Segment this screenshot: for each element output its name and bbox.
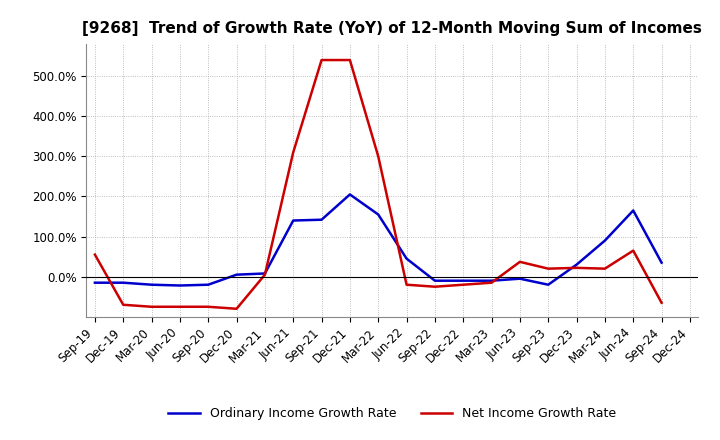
Net Income Growth Rate: [91, 252, 99, 257]
Net Income Growth Rate: [119, 302, 127, 308]
Line: Ordinary Income Growth Rate: Ordinary Income Growth Rate: [95, 194, 662, 286]
Net Income Growth Rate: [487, 280, 496, 286]
Ordinary Income Growth Rate: [346, 192, 354, 197]
Net Income Growth Rate: [657, 300, 666, 305]
Net Income Growth Rate: [204, 304, 212, 309]
Ordinary Income Growth Rate: [544, 282, 552, 287]
Title: [9268]  Trend of Growth Rate (YoY) of 12-Month Moving Sum of Incomes: [9268] Trend of Growth Rate (YoY) of 12-…: [83, 21, 702, 36]
Ordinary Income Growth Rate: [318, 217, 326, 222]
Ordinary Income Growth Rate: [289, 218, 297, 223]
Net Income Growth Rate: [318, 57, 326, 62]
Net Income Growth Rate: [374, 154, 382, 159]
Ordinary Income Growth Rate: [629, 208, 637, 213]
Ordinary Income Growth Rate: [176, 283, 184, 288]
Line: Net Income Growth Rate: Net Income Growth Rate: [95, 60, 662, 309]
Ordinary Income Growth Rate: [204, 282, 212, 287]
Net Income Growth Rate: [289, 150, 297, 155]
Ordinary Income Growth Rate: [148, 282, 156, 287]
Ordinary Income Growth Rate: [600, 238, 609, 243]
Ordinary Income Growth Rate: [431, 278, 439, 283]
Ordinary Income Growth Rate: [459, 278, 467, 283]
Ordinary Income Growth Rate: [119, 280, 127, 286]
Ordinary Income Growth Rate: [374, 212, 382, 217]
Net Income Growth Rate: [600, 266, 609, 271]
Net Income Growth Rate: [402, 282, 411, 287]
Ordinary Income Growth Rate: [487, 278, 496, 283]
Ordinary Income Growth Rate: [657, 260, 666, 265]
Net Income Growth Rate: [629, 248, 637, 253]
Net Income Growth Rate: [544, 266, 552, 271]
Ordinary Income Growth Rate: [402, 256, 411, 261]
Net Income Growth Rate: [516, 259, 524, 264]
Legend: Ordinary Income Growth Rate, Net Income Growth Rate: Ordinary Income Growth Rate, Net Income …: [163, 402, 621, 425]
Net Income Growth Rate: [572, 265, 581, 271]
Net Income Growth Rate: [233, 306, 241, 312]
Ordinary Income Growth Rate: [572, 262, 581, 267]
Net Income Growth Rate: [148, 304, 156, 309]
Ordinary Income Growth Rate: [516, 276, 524, 281]
Ordinary Income Growth Rate: [91, 280, 99, 286]
Net Income Growth Rate: [261, 272, 269, 277]
Net Income Growth Rate: [459, 282, 467, 287]
Net Income Growth Rate: [431, 284, 439, 290]
Ordinary Income Growth Rate: [233, 272, 241, 277]
Ordinary Income Growth Rate: [261, 271, 269, 276]
Net Income Growth Rate: [346, 57, 354, 62]
Net Income Growth Rate: [176, 304, 184, 309]
